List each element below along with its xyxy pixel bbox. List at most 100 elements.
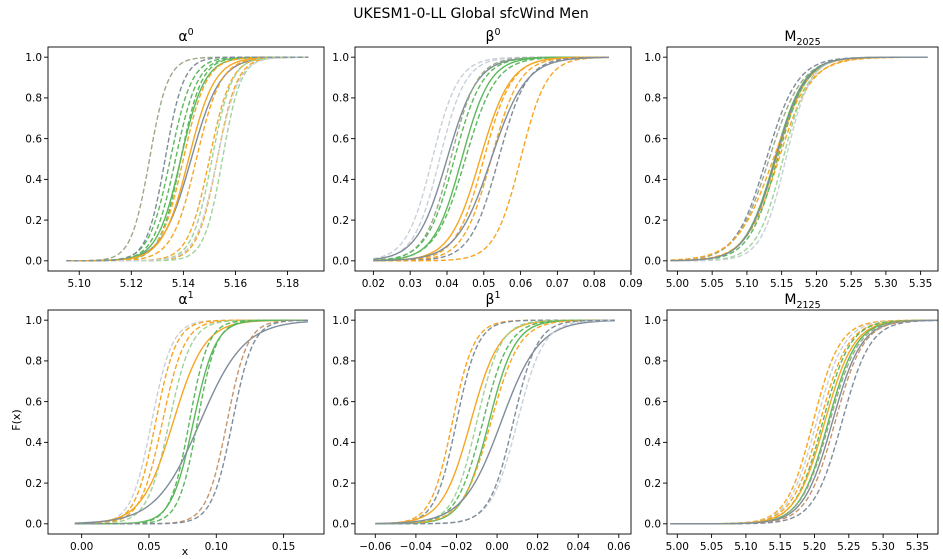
y-tick-label: 0.2: [644, 215, 661, 227]
y-tick-label: 0.8: [332, 356, 349, 368]
y-tick-label: 0.6: [644, 133, 661, 145]
y-tick-label: 0.8: [644, 356, 661, 368]
y-tick-label: 0.2: [644, 478, 661, 490]
y-tick-label: 0.4: [25, 174, 42, 186]
panel-title: α0: [178, 27, 193, 45]
axes-frame: [47, 309, 325, 535]
x-tick-label: 5.00: [666, 541, 689, 553]
x-tick-label: −0.04: [400, 541, 432, 553]
cdf-curve-2: [670, 56, 928, 262]
x-tick-label: 5.30: [871, 541, 894, 553]
y-axis-label: F(x): [10, 409, 23, 430]
panel-m2125: 5.00 5.05 5.10 5.15 5.20 5.25 5.30 5.35 0.0 0.2 0.…: [644, 292, 939, 553]
y-tick-label: 0.2: [332, 215, 349, 227]
cdf-curve-3: [66, 56, 309, 262]
cdf-curve-5: [74, 319, 308, 525]
cdf-curve-1: [670, 56, 928, 262]
cdf-curve-7: [670, 56, 928, 262]
panel-title: β0: [486, 27, 501, 45]
y-tick-label: 0.8: [644, 93, 661, 105]
y-tick-label: 0.6: [25, 133, 42, 145]
y-tick-label: 0.2: [332, 478, 349, 490]
cdf-curve-12: [66, 56, 309, 262]
panel-beta1: −0.06 −0.04 −0.02 0.00 0.02 0.04 0.06 0.0 0.2 0.4…: [332, 290, 632, 553]
x-tick-label: 5.12: [120, 278, 143, 290]
y-tick-label: 0.4: [332, 437, 349, 449]
y-tick-label: 0.2: [25, 215, 42, 227]
cdf-curve-11: [74, 319, 308, 525]
x-tick-label: −0.02: [440, 541, 472, 553]
y-tick-label: 0.0: [644, 256, 661, 268]
x-tick-label: 0.02: [526, 541, 549, 553]
x-tick-label: 5.35: [909, 278, 932, 290]
y-tick-label: 0.6: [332, 133, 349, 145]
series-group: [66, 56, 309, 262]
cdf-curve-12: [373, 56, 609, 262]
cdf-curve-10: [66, 56, 309, 262]
cdf-curve-1: [375, 319, 615, 525]
y-tick-label: 0.6: [25, 396, 42, 408]
cdf-curve-9: [670, 319, 938, 525]
x-tick-label: 0.06: [509, 278, 533, 290]
panel-beta0: 0.02 0.03 0.04 0.05 0.06 0.07 0.08 0.09 0.0 0.2 0.…: [332, 27, 642, 290]
axes-frame: [666, 309, 939, 535]
x-tick-label: 0.10: [205, 541, 228, 553]
cdf-curve-8: [74, 321, 308, 524]
cdf-curve-5: [373, 56, 609, 261]
cdf-curve-13: [373, 56, 609, 262]
x-tick-label: 5.05: [700, 278, 723, 290]
cdf-curve-9: [670, 56, 928, 262]
y-tick-label: 0.4: [644, 437, 661, 449]
x-tick-label: 0.05: [472, 278, 495, 290]
panel-title: α1: [178, 290, 193, 308]
cdf-curve-10: [375, 319, 615, 525]
y-tick-label: 1.0: [644, 315, 661, 327]
x-tick-label: 5.16: [224, 278, 248, 290]
cdf-curve-2: [66, 56, 309, 262]
x-tick-label: 0.02: [362, 278, 385, 290]
panel-alpha0: 5.10 5.12 5.14 5.16 5.18 0.0 0.2 0.4 0.6 0.8 1.0 α0: [25, 27, 325, 290]
cdf-curve-5: [66, 56, 309, 262]
x-tick-label: 0.05: [137, 541, 160, 553]
y-tick-label: 1.0: [25, 315, 42, 327]
y-tick-label: 0.0: [644, 519, 661, 531]
cdf-curve-9: [74, 319, 308, 525]
cdf-curve-9: [66, 56, 309, 262]
y-tick-label: 0.4: [332, 174, 349, 186]
panel-alpha1: 0.00 0.05 0.10 0.15 0.0 0.2 0.4 0.6 0.8 1.0 α1: [25, 290, 325, 553]
x-tick-label: 5.25: [839, 278, 862, 290]
cdf-curve-8: [375, 320, 615, 525]
panel-title: M2125: [784, 292, 820, 311]
x-axis-label: x: [182, 545, 189, 558]
x-tick-label: 0.00: [70, 541, 93, 553]
x-tick-label: 0.00: [485, 541, 508, 553]
x-tick-label: 0.04: [567, 541, 591, 553]
x-tick-label: 0.07: [546, 278, 569, 290]
y-tick-label: 0.4: [644, 174, 661, 186]
cdf-curve-4: [66, 56, 309, 262]
y-tick-label: 0.6: [332, 396, 349, 408]
cdf-curve-6: [66, 56, 309, 262]
series-group: [670, 56, 928, 262]
cdf-curve-7: [670, 319, 938, 525]
x-tick-label: 0.04: [435, 278, 459, 290]
cdf-curve-8: [670, 56, 928, 262]
x-tick-label: 5.35: [906, 541, 929, 553]
cdf-curve-4: [74, 319, 308, 525]
axes-frame: [354, 309, 632, 535]
axes-frame: [666, 46, 939, 272]
panel-title: β1: [486, 290, 501, 308]
cdf-curve-3: [670, 56, 928, 262]
cdf-curve-10: [74, 319, 308, 525]
x-tick-label: 5.00: [666, 278, 689, 290]
cdf-curve-2: [74, 319, 308, 525]
x-tick-label: 5.30: [874, 278, 897, 290]
y-tick-label: 0.8: [332, 93, 349, 105]
x-tick-label: 0.03: [399, 278, 422, 290]
y-tick-label: 0.8: [25, 93, 42, 105]
x-tick-label: 5.18: [276, 278, 299, 290]
cdf-curve-3: [74, 319, 308, 525]
series-group: [670, 319, 938, 525]
y-tick-label: 0.0: [332, 256, 349, 268]
panel-m2025: 5.00 5.05 5.10 5.15 5.20 5.25 5.30 5.35 0.0 0.2 0.…: [644, 29, 939, 290]
